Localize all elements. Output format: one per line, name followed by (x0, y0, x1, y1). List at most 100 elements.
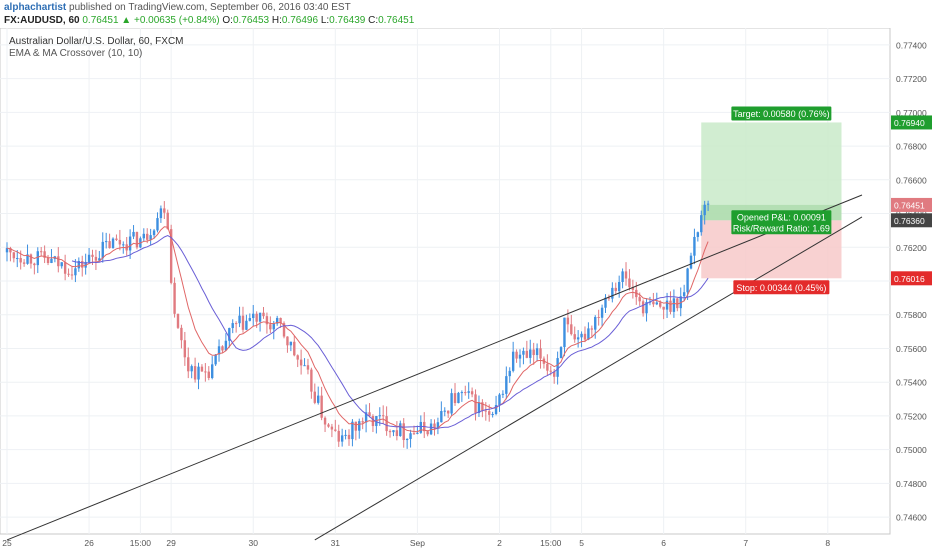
high-label: H: (271, 15, 282, 26)
candle-body (279, 317, 282, 324)
candle-body (446, 410, 450, 414)
y-tick-label: 0.76800 (896, 142, 927, 152)
candle-body (282, 323, 286, 337)
candle-body (94, 256, 98, 261)
candle-body (638, 297, 641, 302)
candle-body (337, 430, 340, 442)
candle-body (241, 315, 245, 330)
candle-body (460, 392, 464, 394)
close-value: 0.76451 (378, 15, 415, 26)
candle-body (340, 435, 344, 442)
candle-body (566, 317, 570, 325)
candle-body (286, 336, 289, 346)
candle-body (135, 231, 139, 248)
time-axis[interactable]: 25 26 15:00 29 30 31 Sep 2 15:00 5 6 7 8 (2, 538, 830, 548)
candle-body (313, 391, 316, 403)
candle-body (378, 415, 381, 417)
candle-body (392, 430, 395, 433)
candle-body (293, 341, 296, 356)
x-tick-label: 2 (497, 538, 502, 548)
ohlc-line: FX:AUDUSD, 60 0.76451 ▲ +0.00635 (+0.84%… (4, 15, 414, 26)
x-tick-label: 29 (166, 538, 176, 548)
candle-body (217, 346, 221, 355)
y-tick-label: 0.76600 (896, 175, 927, 185)
candle-body (149, 235, 152, 240)
candle-body (354, 421, 358, 431)
candle-body (433, 423, 436, 429)
stop-label: Stop: 0.00344 (0.45%) (736, 283, 826, 293)
entry-price-tag-bg (891, 213, 932, 228)
candle-body (669, 300, 672, 312)
x-tick-label: 31 (331, 538, 341, 548)
up-arrow-icon: ▲ (121, 15, 132, 26)
candle-body (631, 287, 635, 290)
candle-body (436, 422, 440, 429)
candle-body (77, 261, 81, 269)
candle-body (296, 355, 299, 360)
candle-body (29, 254, 33, 264)
candles (5, 200, 710, 449)
candle-body (672, 298, 676, 312)
candle-body (193, 366, 197, 380)
candle-body (587, 328, 590, 340)
target-label-bg (731, 106, 832, 121)
candle-body (556, 358, 559, 377)
candle-body (693, 236, 696, 256)
channel-lower-line (314, 216, 863, 541)
candle-body (563, 317, 566, 348)
y-tick-label: 0.75200 (896, 411, 927, 421)
x-tick-label: 8 (825, 538, 830, 548)
candle-body (176, 313, 180, 328)
candle-body (16, 258, 19, 260)
candle-body (98, 258, 101, 261)
candle-body (317, 395, 320, 403)
candle-body (662, 306, 665, 310)
candle-body (532, 349, 535, 356)
candle-body (488, 411, 491, 415)
candle-body (330, 426, 334, 430)
candle-body (258, 312, 262, 322)
author-link[interactable]: alphachartist (4, 2, 67, 13)
candle-body (505, 376, 508, 394)
x-tick-label: 15:00 (130, 538, 152, 548)
trend-channel[interactable] (6, 194, 863, 541)
candle-body (128, 236, 132, 251)
candle-body (303, 365, 306, 367)
publish-line: alphachartist published on TradingView.c… (4, 2, 351, 13)
price-change: +0.00635 (+0.84%) (133, 15, 220, 26)
candle-body (163, 208, 166, 213)
candle-body (450, 393, 453, 414)
candle-body (187, 357, 190, 372)
target-price-tag-bg (891, 115, 932, 130)
candle-body (33, 263, 36, 266)
last-price-tag-bg (891, 197, 932, 212)
candle-body (645, 302, 648, 314)
candle-body (327, 424, 330, 427)
stop-price-tag-bg (891, 271, 932, 286)
ma-line (71, 234, 709, 429)
candle-body (81, 261, 84, 268)
candle-body (501, 393, 505, 395)
candle-body (652, 301, 655, 305)
candle-body (477, 402, 481, 413)
candle-body (580, 333, 583, 338)
y-tick-label: 0.75600 (896, 344, 927, 354)
candle-body (511, 351, 515, 371)
price-chart[interactable]: Target: 0.00580 (0.76%) Stop: 0.00344 (0.… (0, 28, 932, 550)
candle-body (231, 323, 234, 329)
candle-body (115, 238, 118, 240)
candle-body (624, 271, 628, 279)
candle-body (265, 316, 269, 325)
candle-body (347, 434, 351, 440)
chart-title: Australian Dollar/U.S. Dollar, 60, FXCM (9, 36, 184, 47)
candle-body (344, 434, 347, 436)
candle-body (388, 431, 392, 433)
price-axis[interactable]: 0.74600 0.74800 0.75000 0.75200 0.75400 0.756… (891, 40, 932, 523)
target-price-tag: 0.76940 (894, 118, 925, 128)
candle-body (238, 315, 241, 324)
candle-body (111, 238, 115, 249)
candle-body (118, 239, 122, 245)
candle-body (221, 346, 224, 351)
x-tick-label: 26 (84, 538, 94, 548)
channel-upper-line (6, 194, 863, 541)
